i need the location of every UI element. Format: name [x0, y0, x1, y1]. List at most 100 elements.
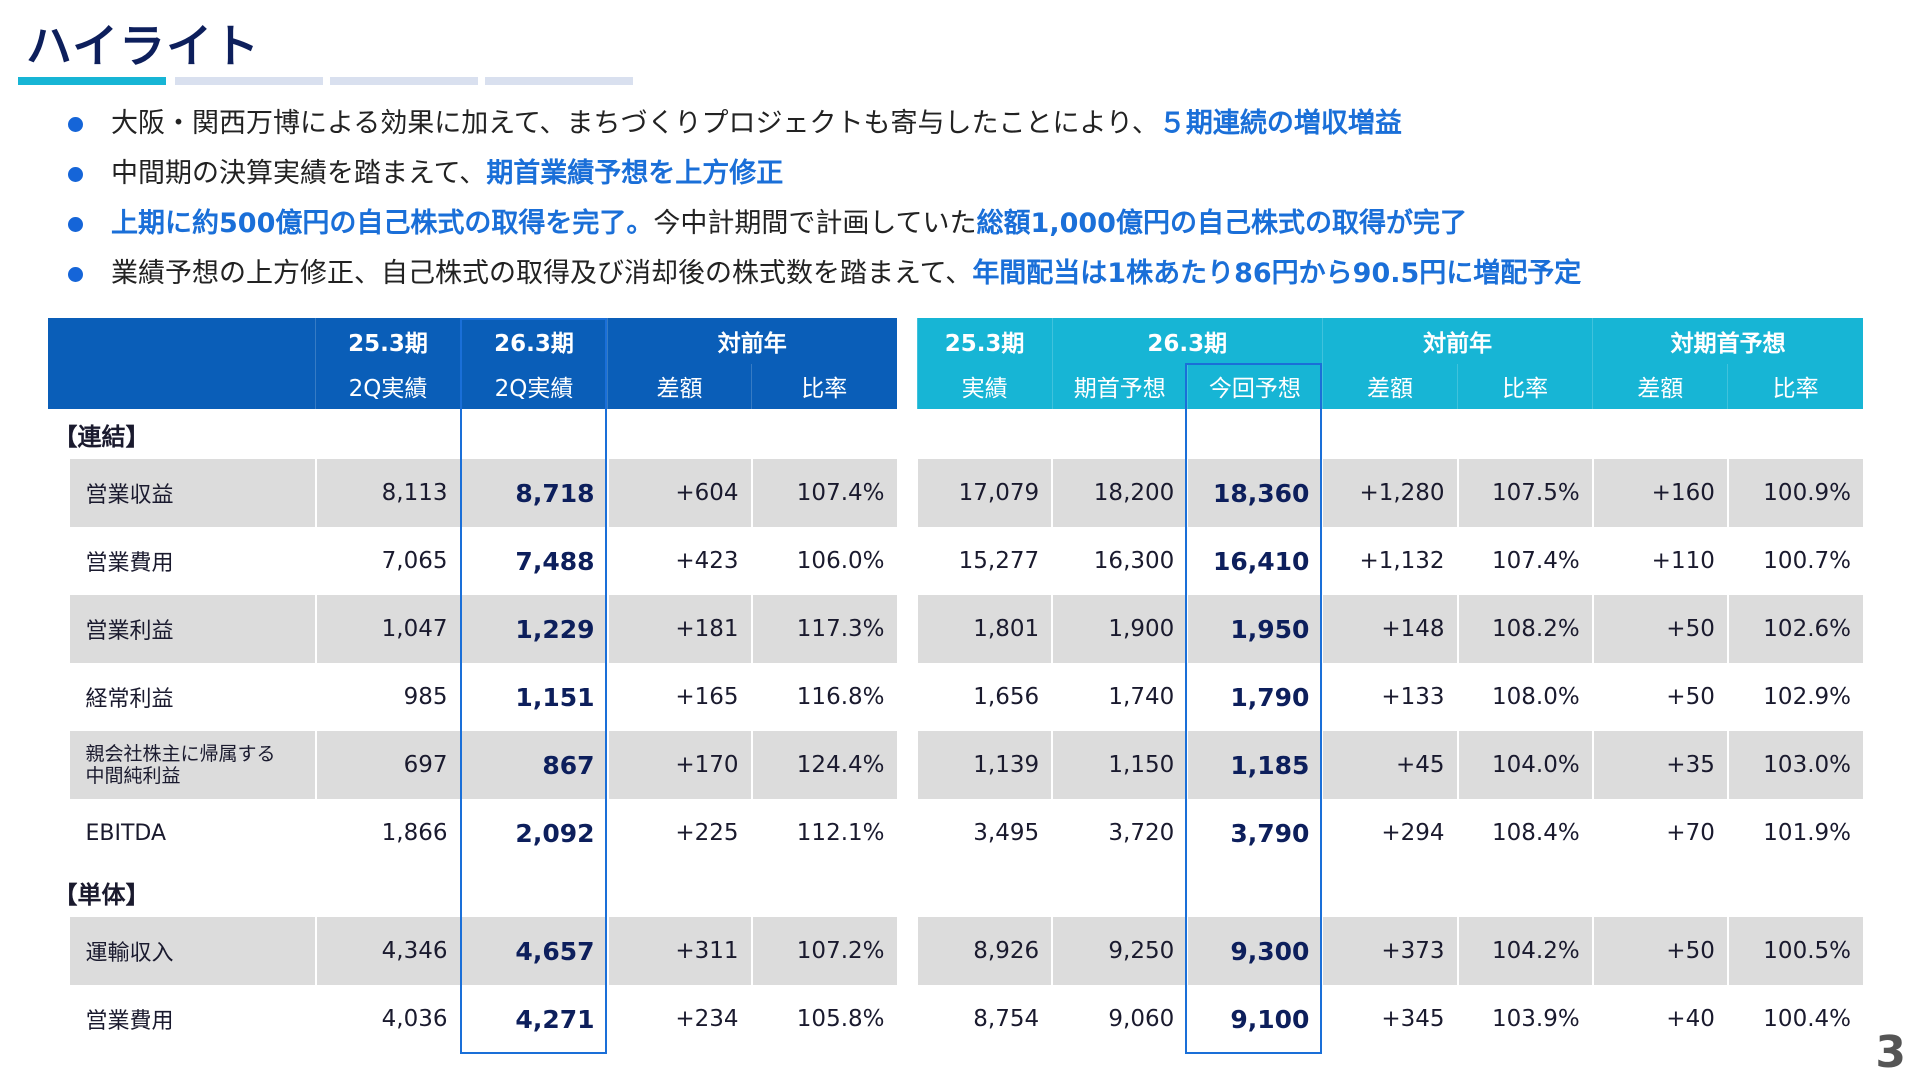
cell-value: +170	[606, 731, 752, 799]
cell-value: 2,092	[459, 799, 608, 867]
progress-segment	[485, 77, 633, 85]
bullet-dot-icon	[68, 217, 83, 232]
cell-value: +1,280	[1321, 459, 1458, 527]
section-spacer	[917, 409, 1863, 459]
table-row: 8,754 9,060 9,100 +345 103.9% +40 100.4%	[915, 985, 1863, 1053]
cell-value: 108.2%	[1456, 595, 1593, 663]
table-row: 3,495 3,720 3,790 +294 108.4% +70 101.9%	[915, 799, 1863, 867]
cell-value: 9,060	[1051, 985, 1188, 1053]
cell-value: +165	[606, 663, 752, 731]
subheader-initial-forecast: 期首予想	[1051, 363, 1188, 409]
cell-value: 103.0%	[1726, 731, 1863, 799]
cell-value: 1,790	[1186, 663, 1323, 731]
cell-value: 108.0%	[1456, 663, 1593, 731]
cell-value: +181	[606, 595, 752, 663]
table-row: 親会社株主に帰属する 中間純利益 697 867 +170 124.4%	[47, 731, 897, 799]
cell-value: 107.4%	[750, 459, 897, 527]
header-blank	[47, 318, 316, 364]
bullet-text: 今中計期間で計画していた	[653, 208, 977, 239]
section-label: 【単体】	[53, 880, 150, 909]
results-table-fullyear: 25.3期 26.3期 対前年 対期首予想 実績 期首予想 今回予想 差額 比率…	[915, 318, 1863, 1053]
row-label: 運輸収入	[67, 917, 316, 985]
section-spacer	[917, 867, 1863, 917]
cell-value: 107.2%	[750, 917, 897, 985]
cell-value: 8,113	[314, 459, 461, 527]
cell-value: 117.3%	[750, 595, 897, 663]
table-row: 経常利益 985 1,151 +165 116.8%	[47, 663, 897, 731]
subheader-2q-actual-fy26: 2Q実績	[460, 363, 608, 409]
table-row: 運輸収入 4,346 4,657 +311 107.2%	[47, 917, 897, 985]
row-indent	[47, 595, 69, 663]
bullet-dot-icon	[68, 167, 83, 182]
header-yoy: 対前年	[607, 318, 897, 364]
cell-value: +50	[1591, 595, 1728, 663]
cell-value: 3,790	[1186, 799, 1323, 867]
emphasis-text: 年間配当は1株あたり86円から90.5円に増配予定	[972, 258, 1582, 289]
cell-value: 100.5%	[1726, 917, 1863, 985]
cell-value: 16,300	[1051, 527, 1188, 595]
cell-value: +423	[606, 527, 752, 595]
progress-segment	[175, 77, 323, 85]
row-label: 経常利益	[67, 663, 316, 731]
cell-value: 1,150	[1051, 731, 1188, 799]
cell-value: 116.8%	[750, 663, 897, 731]
bullet-text: 中間期の決算実績を踏まえて、	[111, 158, 487, 189]
cell-value: 697	[314, 731, 461, 799]
cell-value: 15,277	[915, 527, 1053, 595]
section-row	[917, 867, 1863, 917]
row-label: 営業収益	[67, 459, 316, 527]
cell-value: 102.6%	[1726, 595, 1863, 663]
cell-value: 18,360	[1186, 459, 1323, 527]
table-row: 15,277 16,300 16,410 +1,132 107.4% +110 100.7%	[915, 527, 1863, 595]
cell-value: +35	[1591, 731, 1728, 799]
cell-value: 17,079	[915, 459, 1053, 527]
cell-value: 3,720	[1051, 799, 1188, 867]
row-label: EBITDA	[67, 799, 316, 867]
table-row: 1,801 1,900 1,950 +148 108.2% +50 102.6%	[915, 595, 1863, 663]
table-row: 営業収益 8,113 8,718 +604 107.4%	[47, 459, 897, 527]
cell-value: 108.4%	[1456, 799, 1593, 867]
bullet-item: 上期に約500億円の自己株式の取得を完了。今中計期間で計画していた総額1,000…	[66, 204, 1581, 254]
row-indent	[47, 527, 69, 595]
cell-value: +110	[1591, 527, 1728, 595]
cell-value: 1,950	[1186, 595, 1323, 663]
cell-value: 4,346	[314, 917, 461, 985]
cell-value: 1,151	[459, 663, 608, 731]
cell-value: 1,900	[1051, 595, 1188, 663]
cell-value: 124.4%	[750, 731, 897, 799]
cell-value: 106.0%	[750, 527, 897, 595]
subheader-ratio: 比率	[1457, 363, 1593, 409]
emphasis-text: 期首業績予想を上方修正	[486, 158, 784, 189]
cell-value: +234	[606, 985, 752, 1053]
cell-value: +1,132	[1321, 527, 1458, 595]
cell-value: 1,740	[1051, 663, 1188, 731]
header-fy25: 25.3期	[916, 318, 1053, 364]
results-table-interim: 25.3期 26.3期 対前年 2Q実績 2Q実績 差額 比率 【連結】 営業収益…	[47, 318, 897, 1053]
cell-value: 1,866	[314, 799, 461, 867]
header-vs-initial-forecast: 対期首予想	[1592, 318, 1863, 364]
cell-value: 100.9%	[1726, 459, 1863, 527]
cell-value: 8,754	[915, 985, 1053, 1053]
cell-value: +604	[606, 459, 752, 527]
cell-value: 4,271	[459, 985, 608, 1053]
table-row: 営業利益 1,047 1,229 +181 117.3%	[47, 595, 897, 663]
subheader-ratio: 比率	[1727, 363, 1863, 409]
table-row: 1,139 1,150 1,185 +45 104.0% +35 103.0%	[915, 731, 1863, 799]
emphasis-text: 上期に約500億円の自己株式の取得を完了。	[111, 208, 654, 239]
header-fy25: 25.3期	[315, 318, 461, 364]
cell-value: 18,200	[1051, 459, 1188, 527]
header-fy26: 26.3期	[1051, 318, 1323, 364]
cell-value: 101.9%	[1726, 799, 1863, 867]
cell-value: 7,488	[459, 527, 608, 595]
subheader-actual: 実績	[916, 363, 1053, 409]
cell-value: +345	[1321, 985, 1458, 1053]
bullet-text: 大阪・関西万博による効果に加えて、まちづくりプロジェクトも寄与したことにより、	[111, 108, 1159, 139]
cell-value: +133	[1321, 663, 1458, 731]
cell-value: +160	[1591, 459, 1728, 527]
cell-value: 104.2%	[1456, 917, 1593, 985]
cell-value: 102.9%	[1726, 663, 1863, 731]
cell-value: +225	[606, 799, 752, 867]
section-row	[917, 409, 1863, 459]
cell-value: 9,300	[1186, 917, 1323, 985]
cell-value: 103.9%	[1456, 985, 1593, 1053]
